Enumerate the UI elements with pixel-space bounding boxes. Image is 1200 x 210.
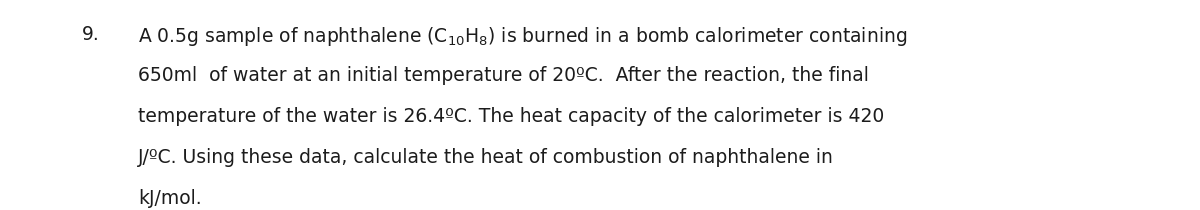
Text: temperature of the water is 26.4ºC. The heat capacity of the calorimeter is 420: temperature of the water is 26.4ºC. The … bbox=[138, 107, 884, 126]
Text: 650ml  of water at an initial temperature of 20ºC.  After the reaction, the fina: 650ml of water at an initial temperature… bbox=[138, 66, 869, 85]
Text: 9.: 9. bbox=[82, 25, 100, 44]
Text: A 0.5g sample of naphthalene ($\mathregular{C_{10}H_8}$) is burned in a bomb cal: A 0.5g sample of naphthalene ($\mathregu… bbox=[138, 25, 907, 48]
Text: J/ºC. Using these data, calculate the heat of combustion of naphthalene in: J/ºC. Using these data, calculate the he… bbox=[138, 148, 834, 167]
Text: kJ/mol.: kJ/mol. bbox=[138, 189, 202, 208]
